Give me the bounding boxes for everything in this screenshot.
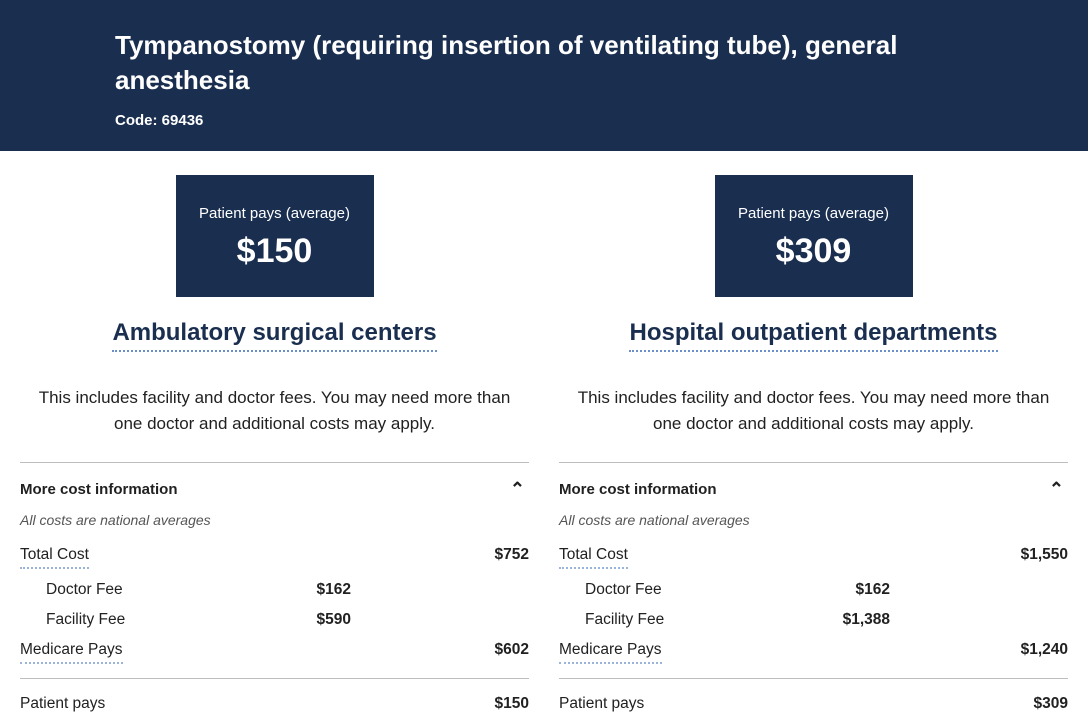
chevron-up-icon: ⌃ <box>510 479 525 500</box>
hopd-doctor-fee-value: $162 <box>856 581 1068 599</box>
hopd-patient-pays-row: Patient pays $309 <box>559 689 1068 719</box>
facility-fee-label: Facility Fee <box>46 611 125 629</box>
asc-patient-pays-row: Patient pays $150 <box>20 689 529 719</box>
medicare-pays-label: Medicare Pays <box>559 641 662 664</box>
asc-more-cost-toggle[interactable]: More cost information ⌃ <box>20 463 529 510</box>
total-cost-label: Total Cost <box>559 546 628 569</box>
hopd-medicare-pays-row: Medicare Pays $1,240 <box>559 635 1068 670</box>
asc-patient-pays-value: $150 <box>495 695 529 713</box>
procedure-code: Code: 69436 <box>115 112 975 129</box>
total-cost-label: Total Cost <box>20 546 89 569</box>
asc-doctor-fee-value: $162 <box>317 581 529 599</box>
medicare-pays-label: Medicare Pays <box>20 641 123 664</box>
asc-facility-fee-value: $590 <box>317 611 529 629</box>
asc-description: This includes facility and doctor fees. … <box>20 385 529 436</box>
divider <box>20 678 529 679</box>
hopd-column: Patient pays (average) $309 Hospital out… <box>559 151 1068 719</box>
patient-pays-label: Patient pays <box>559 695 644 713</box>
asc-pay-amount: $150 <box>186 232 364 271</box>
more-cost-label: More cost information <box>20 481 178 498</box>
asc-heading: Ambulatory surgical centers <box>20 319 529 347</box>
asc-total-cost-value: $752 <box>495 546 529 569</box>
facility-fee-label: Facility Fee <box>585 611 664 629</box>
asc-pay-label: Patient pays (average) <box>186 205 364 222</box>
hopd-pay-amount: $309 <box>725 232 903 271</box>
hopd-total-cost-value: $1,550 <box>1021 546 1068 569</box>
asc-column: Patient pays (average) $150 Ambulatory s… <box>20 151 529 719</box>
averages-note: All costs are national averages <box>20 512 529 528</box>
hopd-pay-label: Patient pays (average) <box>725 205 903 222</box>
hopd-description: This includes facility and doctor fees. … <box>559 385 1068 436</box>
asc-facility-fee-row: Facility Fee $590 <box>20 605 529 635</box>
hopd-total-cost-row: Total Cost $1,550 <box>559 540 1068 575</box>
doctor-fee-label: Doctor Fee <box>46 581 123 599</box>
asc-medicare-pays-row: Medicare Pays $602 <box>20 635 529 670</box>
asc-patient-pays-box: Patient pays (average) $150 <box>176 175 374 297</box>
hopd-patient-pays-value: $309 <box>1034 695 1068 713</box>
asc-total-cost-row: Total Cost $752 <box>20 540 529 575</box>
hopd-medicare-pays-value: $1,240 <box>1021 641 1068 664</box>
asc-medicare-pays-value: $602 <box>495 641 529 664</box>
hopd-doctor-fee-row: Doctor Fee $162 <box>559 575 1068 605</box>
more-cost-label: More cost information <box>559 481 717 498</box>
hopd-heading: Hospital outpatient departments <box>559 319 1068 347</box>
hopd-more-cost-toggle[interactable]: More cost information ⌃ <box>559 463 1068 510</box>
chevron-up-icon: ⌃ <box>1049 479 1064 500</box>
averages-note: All costs are national averages <box>559 512 1068 528</box>
doctor-fee-label: Doctor Fee <box>585 581 662 599</box>
hopd-facility-fee-row: Facility Fee $1,388 <box>559 605 1068 635</box>
hopd-patient-pays-box: Patient pays (average) $309 <box>715 175 913 297</box>
page-banner: Tympanostomy (requiring insertion of ven… <box>0 0 1088 151</box>
divider <box>559 678 1068 679</box>
patient-pays-label: Patient pays <box>20 695 105 713</box>
hopd-facility-fee-value: $1,388 <box>843 611 1068 629</box>
asc-doctor-fee-row: Doctor Fee $162 <box>20 575 529 605</box>
procedure-title: Tympanostomy (requiring insertion of ven… <box>115 28 975 98</box>
